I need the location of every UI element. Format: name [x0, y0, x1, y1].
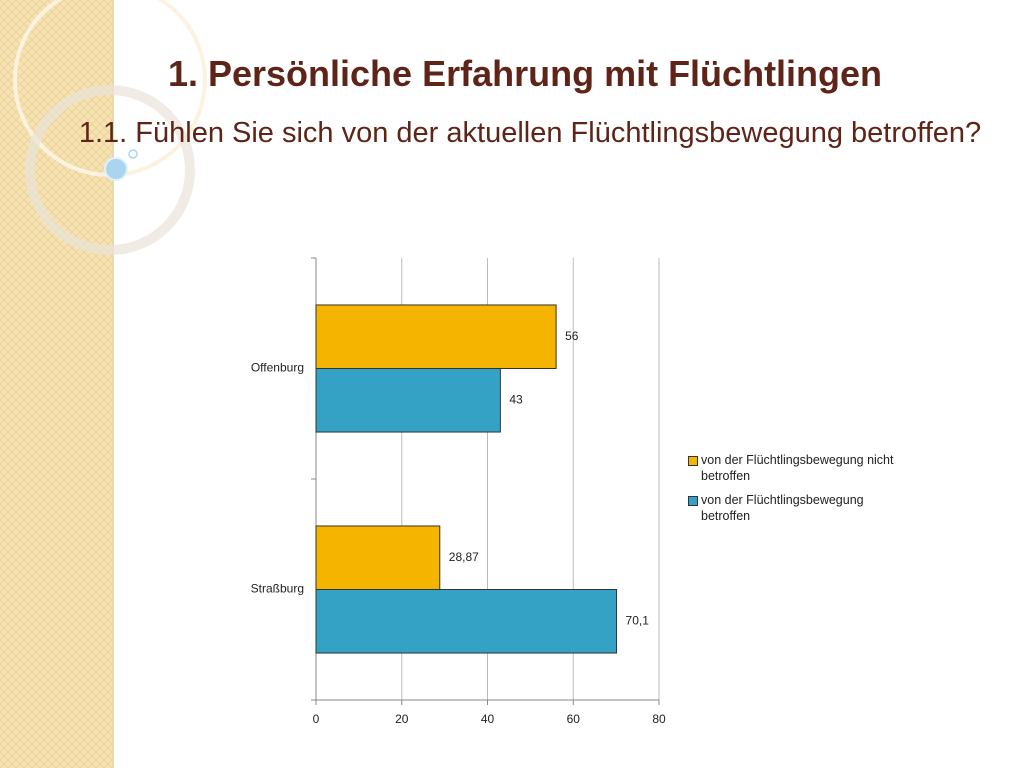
deco-dot	[104, 157, 128, 181]
title: 1. Persönliche Erfahrung mit Flüchtlinge…	[167, 53, 883, 94]
legend-label: von der Flüchtlingsbewegung nicht betrof…	[701, 453, 894, 483]
legend-item: von der Flüchtlingsbewegung betroffen	[688, 492, 903, 524]
bar	[315, 589, 618, 654]
bar	[315, 525, 441, 591]
x-tick-label: 40	[481, 712, 495, 726]
deco-circle	[25, 85, 195, 255]
x-tick-label: 20	[395, 712, 409, 726]
bar	[315, 304, 557, 369]
value-label: 56	[565, 329, 579, 343]
legend-swatch	[688, 496, 698, 506]
legend-label: von der Flüchtlingsbewegung betroffen	[701, 493, 864, 523]
x-tick-label: 80	[652, 712, 666, 726]
y-tick-label: Straßburg	[251, 582, 304, 596]
y-tick-label: Offenburg	[251, 361, 304, 375]
subtitle: 1.1. Fühlen Sie sich von der aktuellen F…	[78, 117, 982, 149]
legend-swatch	[688, 456, 698, 466]
deco-dot	[128, 149, 138, 159]
x-tick-label: 60	[567, 712, 581, 726]
side-panel	[0, 0, 113, 768]
legend-item: von der Flüchtlingsbewegung nicht betrof…	[688, 452, 903, 484]
value-label: 70,1	[626, 613, 650, 627]
value-label: 43	[509, 392, 523, 406]
value-label: 28,87	[449, 550, 479, 564]
legend: von der Flüchtlingsbewegung nicht betrof…	[688, 452, 903, 532]
bar	[315, 368, 501, 433]
x-tick-label: 0	[313, 712, 320, 726]
